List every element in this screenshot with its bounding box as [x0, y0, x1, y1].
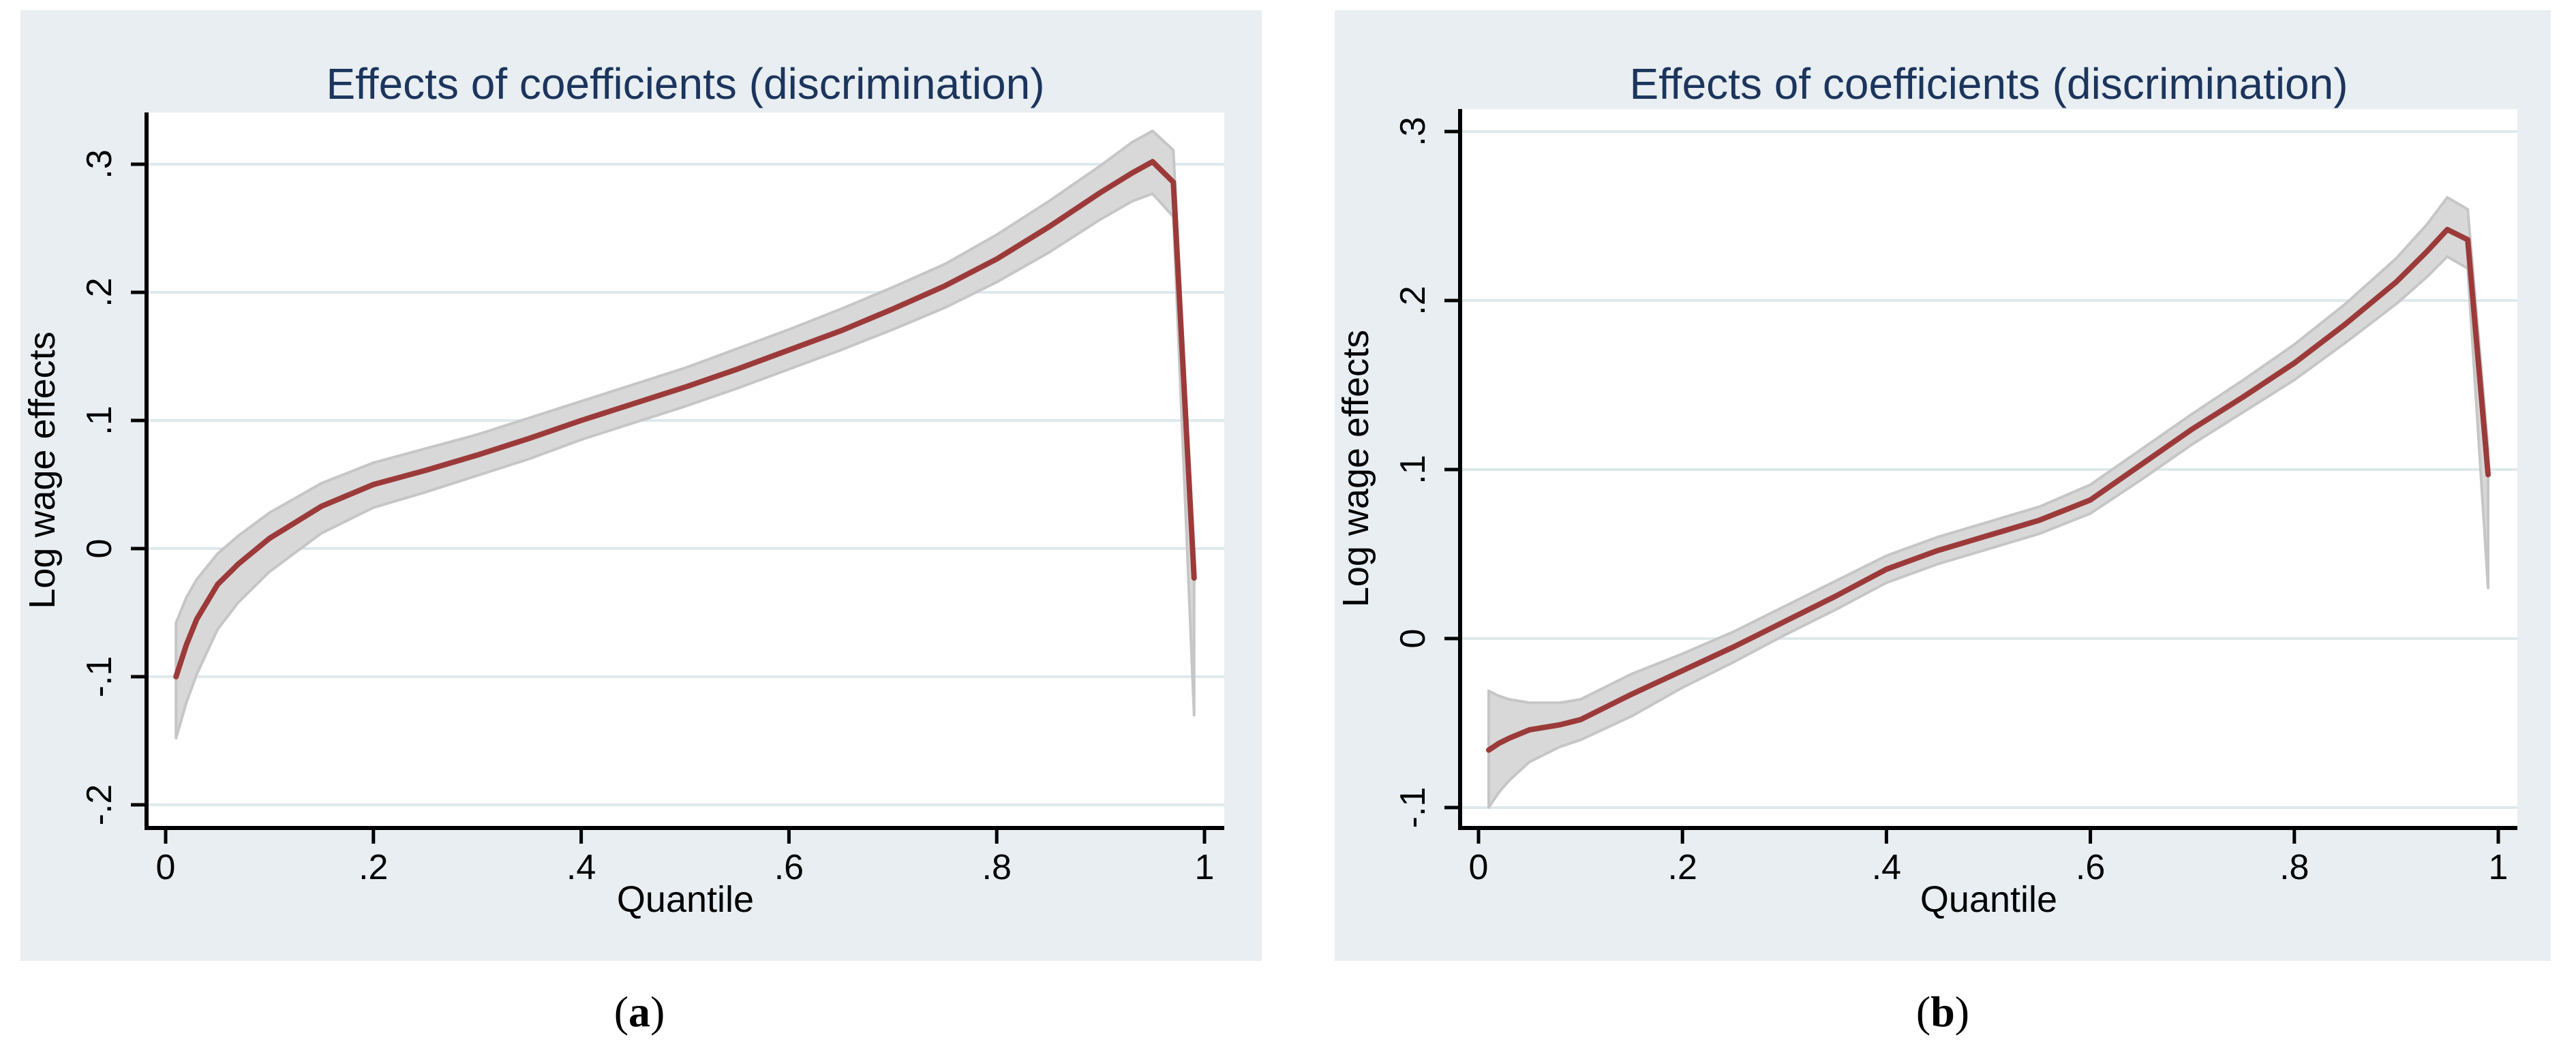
y-tick-label-a--.2: -.2: [80, 784, 119, 826]
x-tick-label-a-.6: .6: [774, 848, 804, 887]
x-tick-label-b-0: 0: [1469, 848, 1489, 887]
y-tick-label-a-.1: .1: [80, 405, 119, 435]
x-tick-label-a-1: 1: [1195, 848, 1215, 887]
caption-a-letter: a: [628, 987, 650, 1036]
y-tick-label-a-.2: .2: [80, 277, 119, 307]
x-tick-label-b-1: 1: [2489, 848, 2509, 887]
confidence-band-a: [175, 129, 1196, 740]
y-axis-label-a: Log wage effects: [22, 331, 63, 609]
caption-b: (b): [1840, 987, 2045, 1037]
chart-title-a: Effects of coefficients (discrimination): [326, 59, 1044, 108]
x-tick-label-a-.8: .8: [982, 848, 1012, 887]
y-tick-label-b-.1: .1: [1393, 455, 1433, 484]
y-tick-label-a-.3: .3: [80, 149, 119, 179]
x-axis-label-a: Quantile: [617, 879, 754, 920]
x-tick-label-b-.8: .8: [2279, 848, 2309, 887]
caption-b-open: (: [1915, 987, 1931, 1036]
y-tick-label-b-.3: .3: [1393, 117, 1433, 146]
chart-title-b: Effects of coefficients (discrimination): [1629, 59, 2348, 108]
caption-b-letter: b: [1930, 987, 1955, 1036]
effect-line-b: [1485, 226, 2491, 753]
caption-b-close: ): [1954, 987, 1970, 1036]
caption-a-close: ): [650, 987, 665, 1036]
chart-a: .3 .2 .1 0 -.1 -.2 0 .2 .4 .6 .8 1 Effects of coeffi…: [20, 10, 1262, 961]
x-tick-label-a-0: 0: [156, 848, 176, 887]
y-tick-label-b--.1: -.1: [1393, 787, 1433, 829]
caption-a-open: (: [613, 987, 628, 1036]
caption-a: (a): [537, 987, 742, 1037]
confidence-band-b: [1487, 196, 2490, 809]
x-tick-label-a-.4: .4: [566, 848, 596, 887]
chart-b: .3 .2 .1 0 -.1 0 .2 .4 .6 .8 1 Effects of coefficie…: [1335, 10, 2551, 961]
y-tick-label-b-0: 0: [1393, 629, 1433, 649]
x-tick-label-b-.6: .6: [2076, 848, 2105, 887]
x-tick-label-b-.4: .4: [1872, 848, 1901, 887]
x-tick-label-b-.2: .2: [1668, 848, 1697, 887]
y-tick-label-a-0: 0: [80, 539, 119, 559]
y-tick-label-a--.1: -.1: [80, 656, 119, 698]
effect-line-a: [173, 159, 1197, 679]
y-tick-label-b-.2: .2: [1393, 286, 1433, 315]
x-tick-label-a-.2: .2: [359, 848, 388, 887]
y-axis-label-b: Log wage effects: [1335, 330, 1376, 607]
x-axis-label-b: Quantile: [1920, 879, 2057, 920]
